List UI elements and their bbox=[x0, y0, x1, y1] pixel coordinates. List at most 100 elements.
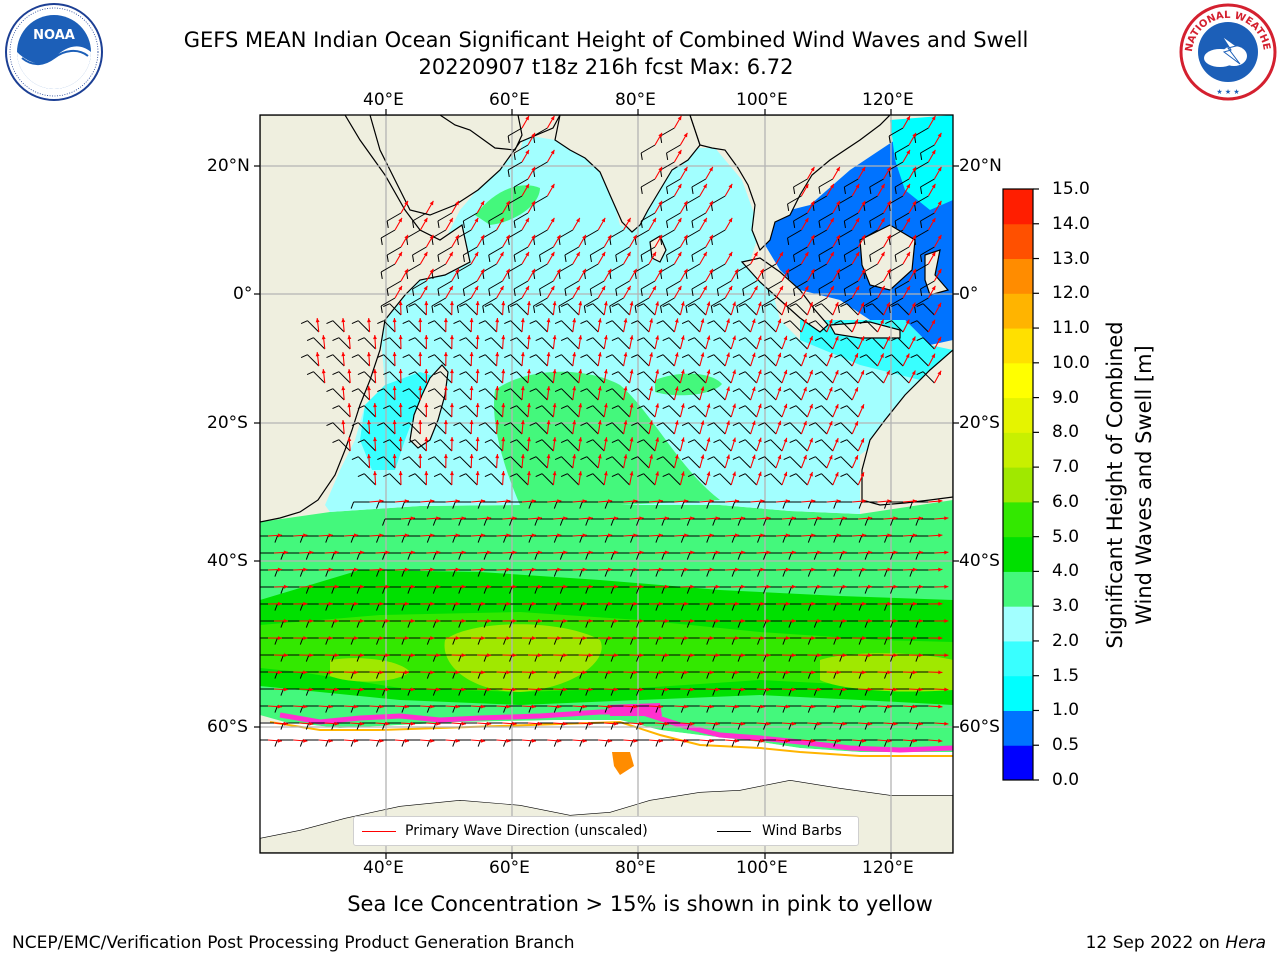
wave-direction-arrow bbox=[470, 285, 479, 299]
wind-barb bbox=[732, 456, 751, 469]
wave-direction-arrow bbox=[344, 533, 359, 538]
wind-barb bbox=[513, 178, 529, 194]
wave-direction-arrow bbox=[623, 454, 628, 469]
wave-direction-arrow bbox=[775, 386, 782, 401]
wind-barb bbox=[758, 456, 777, 469]
colorbar-title-line2: Wind Waves and Swell [m] bbox=[1132, 345, 1156, 625]
wave-direction-arrow bbox=[398, 402, 403, 418]
wave-direction-arrow bbox=[654, 687, 670, 692]
wind-barb bbox=[662, 439, 681, 452]
wave-direction-arrow bbox=[934, 516, 949, 521]
wind-barb bbox=[513, 144, 529, 160]
wave-direction-arrow bbox=[908, 132, 917, 146]
wave-direction-arrow bbox=[928, 601, 943, 606]
wave-direction-arrow bbox=[420, 738, 435, 743]
wind-barb bbox=[818, 280, 834, 296]
wave-direction-arrow bbox=[775, 704, 791, 709]
wave-direction-arrow bbox=[801, 738, 816, 743]
wave-direction-arrow bbox=[877, 670, 892, 675]
wind-barb bbox=[920, 178, 935, 194]
wave-direction-arrow bbox=[750, 454, 756, 469]
wave-band-6m-c bbox=[330, 658, 410, 682]
wave-direction-arrow bbox=[705, 584, 720, 589]
wind-barb bbox=[732, 320, 751, 333]
wave-direction-arrow bbox=[445, 285, 454, 299]
wave-direction-arrow bbox=[344, 738, 359, 743]
ice-patch bbox=[612, 752, 634, 775]
wave-direction-arrow bbox=[426, 721, 441, 726]
wind-barb bbox=[484, 371, 503, 384]
wind-barb bbox=[406, 297, 421, 313]
wind-barb bbox=[507, 127, 523, 143]
wave-direction-arrow bbox=[851, 285, 860, 299]
wave-direction-arrow bbox=[420, 567, 435, 572]
wave-direction-arrow bbox=[857, 200, 866, 214]
colorbar-tick-label: 4.0 bbox=[1052, 561, 1080, 582]
wind-barb bbox=[640, 246, 656, 262]
wave-direction-arrow bbox=[450, 300, 454, 316]
wave-direction-arrow bbox=[705, 369, 711, 384]
wind-barb bbox=[377, 388, 396, 401]
wave-direction-arrow bbox=[267, 567, 283, 572]
wind-barb bbox=[631, 422, 650, 435]
wave-direction-arrow bbox=[826, 636, 841, 641]
wave-direction-arrow bbox=[908, 302, 916, 316]
wave-direction-arrow bbox=[705, 437, 711, 452]
wind-barb bbox=[380, 297, 396, 313]
wave-direction-arrow bbox=[578, 550, 593, 555]
wave-direction-arrow bbox=[471, 636, 486, 641]
wave-direction-arrow bbox=[673, 420, 679, 435]
wave-direction-arrow bbox=[324, 653, 339, 658]
wave-direction-arrow bbox=[852, 567, 867, 572]
wave-direction-arrow bbox=[445, 499, 460, 504]
wind-barb bbox=[488, 212, 503, 228]
wind-barb bbox=[834, 422, 853, 435]
wind-barb bbox=[660, 263, 675, 279]
wind-barb bbox=[758, 422, 777, 435]
wind-barb bbox=[738, 405, 757, 418]
wave-direction-arrow bbox=[629, 234, 638, 248]
wave-direction-arrow bbox=[927, 353, 936, 367]
borneo bbox=[859, 224, 916, 291]
wind-barb bbox=[840, 303, 859, 316]
colorbar-swatch bbox=[1003, 501, 1033, 538]
wave-direction-arrow bbox=[801, 670, 816, 675]
wave-direction-arrow bbox=[826, 499, 841, 504]
wave-direction-arrow bbox=[756, 335, 762, 350]
wind-barb bbox=[456, 229, 472, 245]
wave-direction-arrow bbox=[857, 472, 865, 486]
wave-direction-arrow bbox=[679, 403, 685, 418]
wave-direction-arrow bbox=[756, 687, 771, 692]
wave-direction-arrow bbox=[373, 402, 377, 418]
map-plot-area bbox=[260, 115, 953, 853]
wave-direction-arrow bbox=[851, 318, 859, 333]
wave-direction-arrow bbox=[572, 251, 581, 265]
wind-barb bbox=[706, 501, 726, 509]
wave-direction-arrow bbox=[419, 217, 428, 231]
wind-barb bbox=[656, 320, 675, 333]
wave-direction-arrow bbox=[724, 352, 730, 367]
wave-direction-arrow bbox=[392, 419, 397, 435]
wave-direction-arrow bbox=[572, 318, 577, 333]
wind-barb bbox=[529, 388, 548, 401]
wave-direction-arrow bbox=[654, 132, 663, 146]
wave-direction-arrow bbox=[648, 567, 664, 572]
wave-direction-arrow bbox=[394, 636, 410, 641]
wind-barb bbox=[558, 229, 574, 245]
wave-direction-arrow bbox=[927, 217, 936, 231]
wave-direction-arrow bbox=[418, 317, 423, 333]
wind-barb bbox=[383, 405, 402, 418]
wind-barb bbox=[818, 178, 834, 194]
wind-barb bbox=[640, 212, 656, 228]
arabia bbox=[369, 115, 561, 216]
wave-direction-arrow bbox=[775, 318, 782, 333]
wind-barb bbox=[859, 320, 878, 333]
wind-barb bbox=[529, 320, 548, 333]
wave-direction-arrow bbox=[674, 636, 689, 641]
wind-barb bbox=[478, 388, 497, 401]
wave-direction-arrow bbox=[775, 601, 791, 606]
wind-barb bbox=[560, 405, 580, 418]
wave-direction-arrow bbox=[341, 318, 346, 333]
wave-direction-arrow bbox=[318, 704, 333, 709]
svg-text:★ ★ ★: ★ ★ ★ bbox=[1216, 88, 1239, 96]
